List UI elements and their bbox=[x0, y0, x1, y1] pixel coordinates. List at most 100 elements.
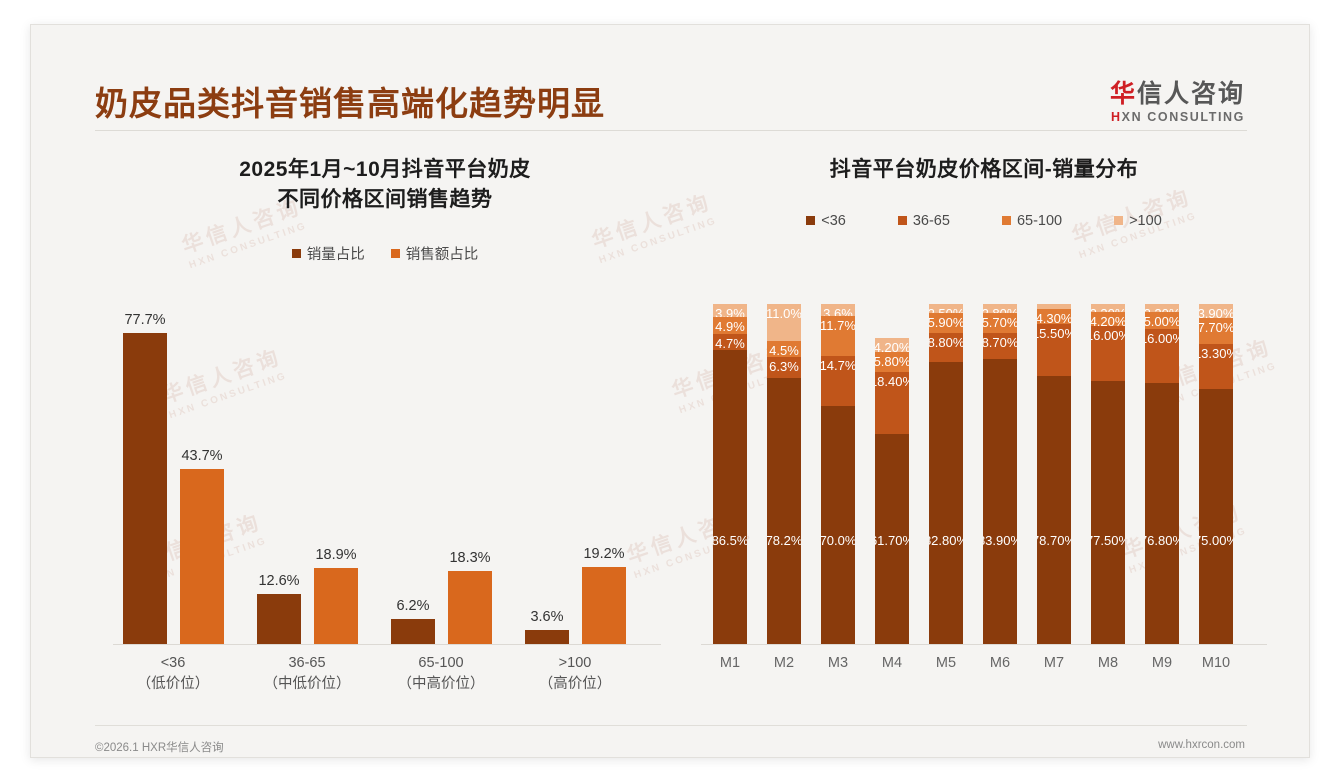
segment-value-label: 83.90% bbox=[983, 533, 1017, 548]
stacked-segment[interactable]: 4.20% bbox=[1091, 311, 1125, 327]
bar[interactable]: 18.3% bbox=[448, 550, 492, 644]
x-axis-category-label: 65-100 （中高价位） bbox=[371, 653, 511, 695]
segment-value-label: 1.50% bbox=[1037, 306, 1071, 309]
stacked-bar[interactable]: 3.9% 4.9% 4.7% 86.5% bbox=[713, 304, 747, 644]
legend-item-65-100[interactable]: 65-100 bbox=[1001, 213, 1062, 229]
segment-value-label: 4.5% bbox=[769, 343, 799, 357]
bar-value-label: 18.3% bbox=[449, 549, 491, 566]
segment-value-label: 2.80% bbox=[983, 305, 1017, 314]
stacked-segment[interactable]: 18.40% bbox=[875, 371, 909, 435]
legend-item-<36[interactable]: <36 bbox=[806, 213, 846, 229]
legend-label: >100 bbox=[1129, 212, 1162, 229]
legend-item-36-65[interactable]: 36-65 bbox=[897, 213, 950, 229]
x-axis-month-label: M4 bbox=[881, 655, 903, 671]
bar-group: 6.2% 18.3% bbox=[391, 550, 492, 644]
x-axis-category-main: >100 bbox=[558, 655, 592, 671]
bar[interactable]: 43.7% bbox=[180, 448, 224, 644]
stacked-segment[interactable]: 11.0% bbox=[767, 304, 801, 342]
segment-value-label: 2.30% bbox=[1091, 306, 1125, 312]
stacked-segment[interactable]: 3.9% bbox=[713, 304, 747, 318]
bar[interactable]: 77.7% bbox=[123, 312, 167, 644]
x-axis-category-label: <36 （低价位） bbox=[103, 653, 243, 695]
legend-swatch-icon bbox=[390, 248, 400, 258]
stacked-segment[interactable]: 75.00% bbox=[1199, 389, 1233, 644]
legend-swatch-icon bbox=[1114, 216, 1124, 226]
stacked-bar[interactable]: 4.20%5.80% 18.40% 61.70% bbox=[875, 337, 909, 644]
bar[interactable]: 3.6% bbox=[525, 609, 569, 644]
stacked-segment[interactable]: 3.90% bbox=[1199, 304, 1233, 318]
segment-value-label: 78.2% bbox=[767, 533, 801, 548]
logo-english-rest: XN CONSULTING bbox=[1121, 110, 1245, 125]
page-title: 奶皮品类抖音销售高端化趋势明显 bbox=[95, 85, 605, 122]
bar[interactable]: 6.2% bbox=[391, 598, 435, 644]
segment-value-label: 2.50% bbox=[929, 306, 963, 313]
bar[interactable]: 19.2% bbox=[582, 546, 626, 644]
stacked-segment[interactable]: 3.6% bbox=[821, 304, 855, 317]
segment-value-label: 76.80% bbox=[1145, 533, 1179, 548]
stacked-segment[interactable]: 4.20% bbox=[875, 337, 909, 352]
stacked-segment[interactable]: 70.0% bbox=[821, 406, 855, 644]
stacked-segment[interactable]: 2.80% bbox=[983, 303, 1017, 314]
stacked-segment[interactable]: 77.50% bbox=[1091, 380, 1125, 644]
segment-value-label: 86.5% bbox=[713, 533, 747, 548]
stacked-segment[interactable]: 16.00% bbox=[1091, 326, 1125, 381]
bar-group: 77.7% 43.7% bbox=[123, 312, 224, 644]
right-chart-plot: 3.9% 4.9% 4.7% 86.5% 11.0% 4.5% 6.3% 78.2% 3.6% 1… bbox=[691, 303, 1277, 645]
segment-value-label: 61.70% bbox=[875, 533, 909, 548]
right-chart-legend: <36 36-65 65-100 >100 bbox=[691, 213, 1277, 229]
stacked-segment[interactable]: 6.3% bbox=[767, 356, 801, 379]
stacked-segment[interactable]: 83.90% bbox=[983, 358, 1017, 644]
right-chart-x-axis-labels: M1 M2 M3 M4 M5 M6 M7 M8 M9 M10 bbox=[691, 655, 1277, 679]
stacked-bar[interactable]: 2.30%4.20%16.00% 77.50% bbox=[1091, 304, 1125, 644]
stacked-segment[interactable]: 5.00% bbox=[1145, 311, 1179, 329]
stacked-bar[interactable]: 2.50%5.90% 8.80% 82.80% bbox=[929, 304, 963, 644]
stacked-segment[interactable]: 11.7% bbox=[821, 316, 855, 357]
stacked-bar[interactable]: 11.0% 4.5% 6.3% 78.2% bbox=[767, 304, 801, 644]
stacked-bar[interactable]: 2.80%5.70% 8.70% 83.90% bbox=[983, 303, 1017, 644]
logo-english: HXN CONSULTING bbox=[1110, 110, 1245, 124]
left-chart-axis bbox=[113, 644, 661, 645]
segment-value-label: 8.80% bbox=[929, 334, 963, 350]
segment-value-label: 11.7% bbox=[821, 318, 855, 334]
stacked-segment[interactable]: 82.80% bbox=[929, 362, 963, 644]
stacked-segment[interactable]: 86.5% bbox=[713, 349, 747, 644]
stacked-segment[interactable]: 5.90% bbox=[929, 312, 963, 333]
stacked-segment[interactable]: 78.70% bbox=[1037, 376, 1071, 644]
stacked-segment[interactable]: 4.30% bbox=[1037, 309, 1071, 324]
stacked-bar[interactable]: 3.90%7.70% 13.30% 75.00% bbox=[1199, 304, 1233, 644]
footer-website[interactable]: www.hxrcon.com bbox=[1158, 739, 1245, 751]
stacked-segment[interactable]: 4.7% bbox=[713, 333, 747, 350]
stacked-bar[interactable]: 2.20% 5.00%16.00% 76.80% bbox=[1145, 304, 1179, 644]
right-chart-axis bbox=[701, 644, 1267, 645]
stacked-segment[interactable]: 76.80% bbox=[1145, 382, 1179, 644]
segment-value-label: 15.50% bbox=[1037, 325, 1071, 341]
stacked-segment[interactable]: 2.50% bbox=[929, 304, 963, 313]
stacked-segment[interactable]: 13.30% bbox=[1199, 343, 1233, 389]
segment-value-label: 4.30% bbox=[1037, 311, 1071, 324]
segment-value-label: 78.70% bbox=[1037, 533, 1071, 548]
stacked-segment[interactable]: 61.70% bbox=[875, 434, 909, 644]
stacked-segment[interactable]: 15.50% bbox=[1037, 323, 1071, 377]
stacked-segment[interactable]: 5.70% bbox=[983, 313, 1017, 333]
bar[interactable]: 12.6% bbox=[257, 573, 301, 644]
stacked-segment[interactable]: 2.20% bbox=[1145, 304, 1179, 312]
stacked-segment[interactable]: 78.2% bbox=[767, 378, 801, 644]
stacked-segment[interactable]: 7.70% bbox=[1199, 317, 1233, 344]
left-chart-title-line2: 不同价格区间销售趋势 bbox=[277, 187, 493, 211]
stacked-segment[interactable]: 14.7% bbox=[821, 356, 855, 406]
stacked-segment[interactable]: 2.30% bbox=[1091, 304, 1125, 312]
legend-item-volume-share[interactable]: 销量占比 bbox=[291, 243, 365, 264]
stacked-segment[interactable]: 4.5% bbox=[767, 341, 801, 357]
bar[interactable]: 18.9% bbox=[314, 547, 358, 644]
stacked-segment[interactable]: 16.00% bbox=[1145, 328, 1179, 383]
stacked-segment[interactable]: 4.9% bbox=[713, 317, 747, 334]
stacked-segment[interactable]: 5.80% bbox=[875, 351, 909, 372]
stacked-bar[interactable]: 3.6% 11.7% 14.7% 70.0% bbox=[821, 304, 855, 644]
x-axis-month-label: M3 bbox=[827, 655, 849, 671]
stacked-segment[interactable]: 8.70% bbox=[983, 332, 1017, 359]
legend-item->100[interactable]: >100 bbox=[1114, 213, 1162, 229]
stacked-segment[interactable]: 1.50% bbox=[1037, 304, 1071, 310]
legend-item-revenue-share[interactable]: 销售额占比 bbox=[390, 243, 478, 264]
stacked-bar[interactable]: 1.50% 4.30%15.50% 78.70% bbox=[1037, 304, 1071, 644]
stacked-segment[interactable]: 8.80% bbox=[929, 332, 963, 363]
